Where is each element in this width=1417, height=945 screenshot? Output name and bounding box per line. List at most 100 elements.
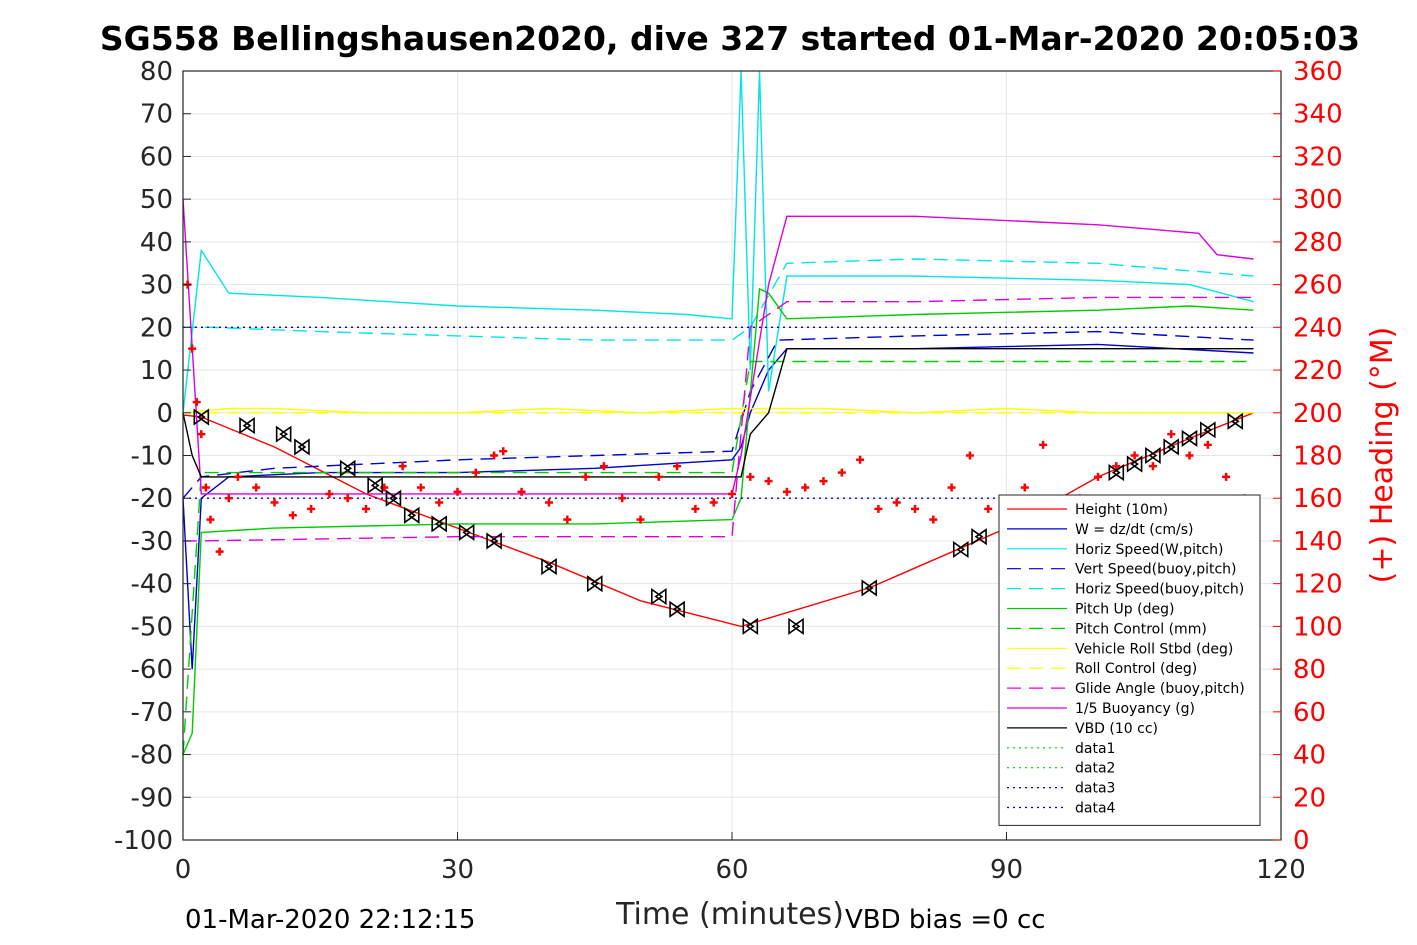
depth-marker bbox=[339, 459, 356, 477]
heading-point bbox=[691, 504, 700, 513]
heading-point bbox=[1222, 472, 1231, 481]
tick-label-right: 340 bbox=[1293, 100, 1343, 130]
depth-marker bbox=[1145, 446, 1161, 465]
legend-label: VBD (10 cc) bbox=[1075, 721, 1158, 737]
legend-entry: Height (10m) bbox=[1007, 502, 1168, 518]
legend: Height (10m) W = dz/dt (cm/s) Horiz Speed(… bbox=[998, 494, 1261, 826]
heading-point bbox=[307, 504, 316, 513]
depth-marker bbox=[1227, 412, 1244, 430]
tick-label-right: 240 bbox=[1293, 313, 1343, 343]
heading-point bbox=[233, 472, 242, 481]
tick-label-right: 300 bbox=[1293, 185, 1343, 215]
depth-marker bbox=[1163, 438, 1179, 456]
legend-entry: Horiz Speed(W,pitch) bbox=[1007, 542, 1223, 558]
series-line-7 bbox=[182, 407, 1254, 414]
heading-point bbox=[636, 515, 645, 524]
heading-point bbox=[1094, 472, 1102, 481]
legend-entry: data3 bbox=[1007, 781, 1115, 797]
tick-label-right: 120 bbox=[1293, 570, 1343, 600]
legend-entry: Glide Angle (buoy,pitch) bbox=[1007, 681, 1245, 697]
heading-point bbox=[764, 477, 773, 486]
tick-label-right: 0 bbox=[1293, 826, 1310, 856]
tick-label-left: -50 bbox=[131, 612, 173, 642]
tick-label-left: -90 bbox=[131, 783, 173, 813]
series-line-10 bbox=[182, 199, 1254, 495]
depth-marker bbox=[486, 532, 502, 550]
heading-point bbox=[1185, 451, 1194, 460]
tick-label-left: 20 bbox=[140, 313, 173, 343]
legend-label: data1 bbox=[1075, 741, 1115, 757]
heading-point bbox=[563, 515, 572, 524]
heading-point bbox=[325, 489, 334, 498]
depth-marker bbox=[294, 438, 310, 456]
tick-label-left: 30 bbox=[140, 271, 173, 301]
heading-point bbox=[215, 547, 224, 556]
heading-point bbox=[1130, 451, 1139, 460]
tick-label-left: -30 bbox=[131, 527, 173, 557]
depth-marker bbox=[742, 617, 759, 635]
depth-marker bbox=[971, 528, 987, 546]
heading-point bbox=[288, 511, 297, 520]
legend-entry: Roll Control (deg) bbox=[1007, 661, 1197, 677]
depth-marker bbox=[431, 515, 448, 533]
tick-label-left: -60 bbox=[131, 655, 173, 685]
heading-point bbox=[892, 498, 901, 507]
tick-label-x: 90 bbox=[990, 855, 1023, 885]
tick-label-right: 140 bbox=[1293, 527, 1343, 557]
heading-point bbox=[206, 515, 215, 524]
legend-label: Horiz Speed(buoy,pitch) bbox=[1075, 582, 1244, 598]
legend-label: data2 bbox=[1075, 761, 1115, 777]
heading-point bbox=[911, 504, 919, 513]
legend-box bbox=[998, 494, 1261, 826]
heading-point bbox=[1020, 483, 1029, 492]
heading-point bbox=[398, 462, 407, 471]
series-line-11 bbox=[182, 348, 1254, 478]
tick-label-left: 50 bbox=[140, 185, 173, 215]
heading-point bbox=[654, 472, 663, 481]
heading-point bbox=[599, 462, 608, 471]
tick-label-left: -80 bbox=[131, 741, 173, 771]
tick-label-right: 260 bbox=[1293, 271, 1343, 301]
legend-label: Roll Control (deg) bbox=[1075, 661, 1197, 677]
tick-label-left: 70 bbox=[140, 100, 173, 130]
legend-entry: data2 bbox=[1007, 761, 1115, 777]
heading-point bbox=[192, 398, 201, 407]
tick-label-x: 30 bbox=[441, 855, 474, 885]
series-line-9 bbox=[183, 296, 1254, 542]
legend-label: Pitch Control (mm) bbox=[1075, 621, 1207, 637]
heading-point bbox=[1112, 462, 1121, 471]
heading-point bbox=[362, 504, 370, 513]
heading-point bbox=[837, 468, 846, 477]
heading-point bbox=[490, 451, 499, 460]
tick-label-left: 60 bbox=[140, 142, 173, 172]
depth-marker bbox=[952, 540, 969, 559]
heading-point bbox=[201, 483, 210, 492]
tick-label-right: 40 bbox=[1293, 741, 1326, 771]
tick-label-left: -20 bbox=[131, 484, 173, 514]
heading-point bbox=[856, 455, 865, 464]
legend-entry: Pitch Control (mm) bbox=[1007, 621, 1207, 637]
legend-label: data3 bbox=[1075, 781, 1115, 797]
heading-point bbox=[874, 504, 883, 513]
legend-entry: Horiz Speed(buoy,pitch) bbox=[1007, 582, 1244, 598]
legend-entry: Pitch Up (deg) bbox=[1007, 602, 1174, 618]
depth-marker bbox=[275, 425, 292, 443]
legend-label: Pitch Up (deg) bbox=[1075, 602, 1174, 618]
tick-label-right: 180 bbox=[1293, 442, 1343, 472]
depth-marker bbox=[1108, 464, 1125, 482]
heading-point bbox=[1167, 430, 1176, 439]
depth-marker bbox=[367, 476, 383, 494]
heading-point bbox=[984, 504, 993, 513]
tick-label-left: -70 bbox=[131, 698, 173, 728]
heading-point bbox=[728, 489, 736, 498]
heading-point bbox=[746, 472, 755, 481]
tick-label-left: -40 bbox=[131, 570, 173, 600]
legend-label: Glide Angle (buoy,pitch) bbox=[1075, 681, 1245, 697]
tick-label-left: 0 bbox=[156, 399, 173, 429]
depth-marker bbox=[1181, 429, 1198, 447]
legend-entry: 1/5 Buoyancy (g) bbox=[1007, 701, 1195, 717]
heading-point bbox=[618, 494, 627, 503]
heading-point bbox=[947, 483, 956, 492]
tick-label-left: 40 bbox=[140, 228, 173, 258]
